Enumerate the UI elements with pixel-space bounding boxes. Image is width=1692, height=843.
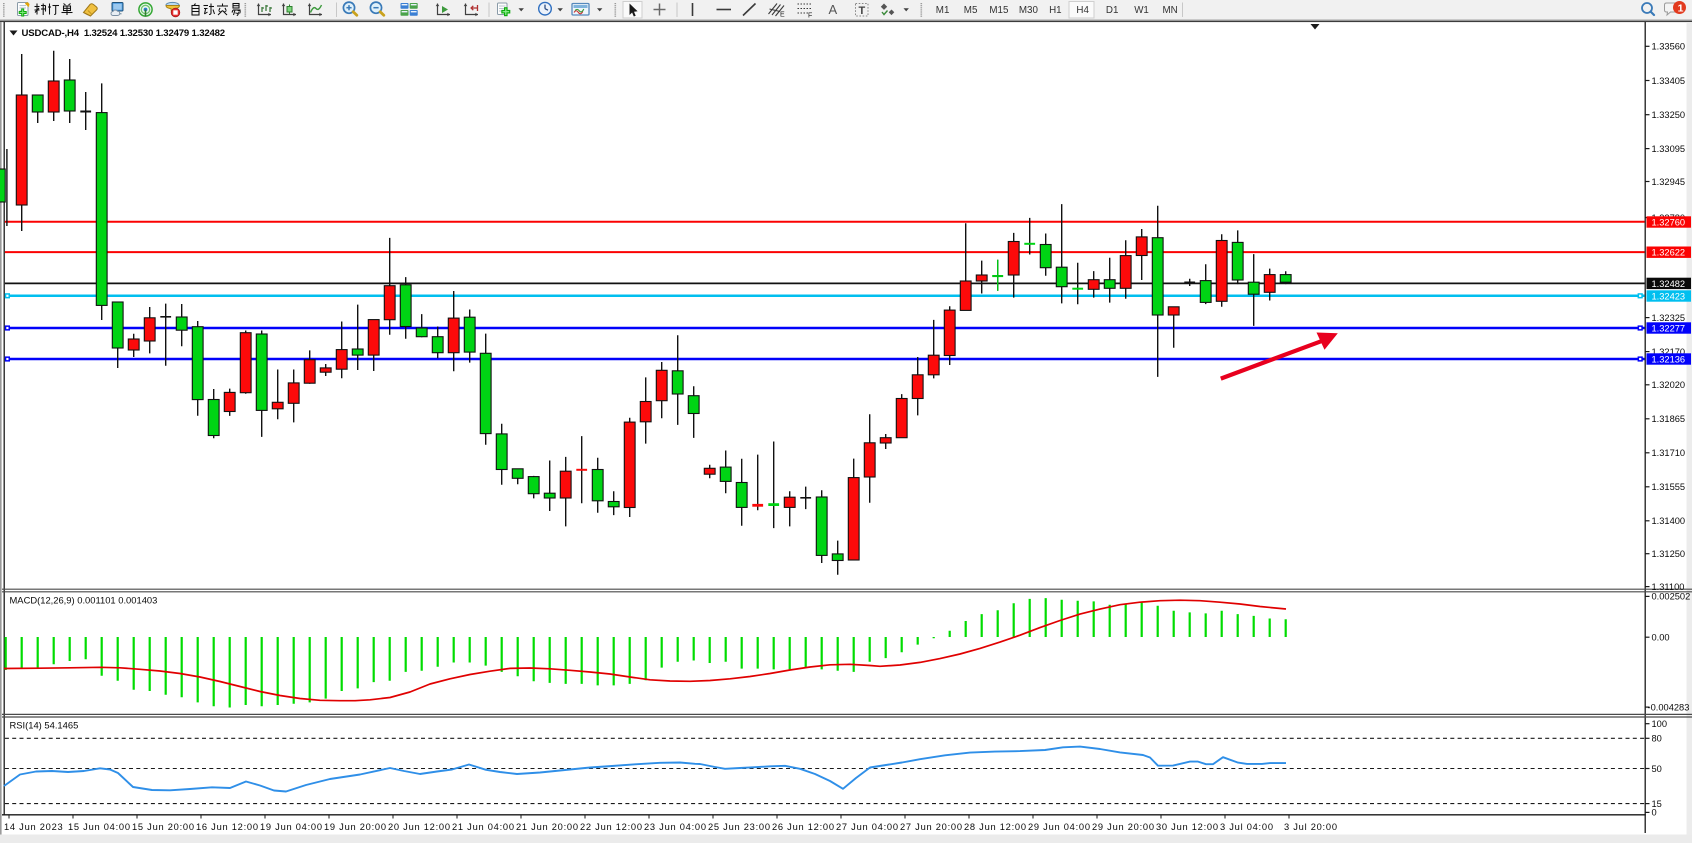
svg-text:1.32945: 1.32945 (1652, 177, 1686, 187)
svg-text:M30: M30 (1019, 5, 1039, 16)
svg-text:22 Jun 12:00: 22 Jun 12:00 (580, 822, 643, 832)
svg-text:USDCAD-,H4 1.32524 1.32530 1.: USDCAD-,H4 1.32524 1.32530 1.32479 1.324… (22, 28, 225, 39)
svg-text:A: A (829, 2, 838, 17)
svg-text:19 Jun 04:00: 19 Jun 04:00 (260, 822, 323, 832)
svg-text:1: 1 (1678, 2, 1684, 14)
svg-text:1.31400: 1.31400 (1652, 516, 1686, 526)
svg-text:26 Jun 12:00: 26 Jun 12:00 (772, 822, 835, 832)
svg-text:1.31555: 1.31555 (1652, 482, 1686, 492)
svg-text:0.00: 0.00 (1652, 633, 1670, 643)
svg-text:15 Jun 20:00: 15 Jun 20:00 (132, 822, 195, 832)
svg-text:MACD(12,26,9) 0.001101 0.00140: MACD(12,26,9) 0.001101 0.001403 (10, 595, 158, 606)
svg-text:1.31710: 1.31710 (1652, 448, 1686, 458)
svg-text:21 Jun 20:00: 21 Jun 20:00 (516, 822, 579, 832)
svg-text:0: 0 (1652, 808, 1657, 818)
svg-text:1.32482: 1.32482 (1652, 279, 1686, 289)
svg-text:1.33250: 1.33250 (1652, 110, 1686, 120)
svg-text:23 Jun 04:00: 23 Jun 04:00 (644, 822, 707, 832)
svg-text:M5: M5 (964, 5, 978, 16)
svg-text:1.33560: 1.33560 (1652, 42, 1686, 52)
svg-text:F: F (808, 13, 812, 20)
svg-text:E: E (780, 12, 785, 19)
svg-text:RSI(14) 54.1465: RSI(14) 54.1465 (10, 720, 79, 731)
svg-text:1.32760: 1.32760 (1652, 217, 1686, 227)
svg-text:1.32170: 1.32170 (1652, 347, 1686, 357)
svg-text:27 Jun 04:00: 27 Jun 04:00 (836, 822, 899, 832)
svg-text:0.002502: 0.002502 (1652, 592, 1691, 602)
svg-text:50: 50 (1652, 764, 1662, 774)
svg-text:1.33095: 1.33095 (1652, 144, 1686, 154)
svg-text:80: 80 (1652, 734, 1662, 744)
svg-text:T: T (859, 5, 866, 17)
svg-text:MN: MN (1163, 5, 1178, 16)
svg-text:27 Jun 20:00: 27 Jun 20:00 (900, 822, 963, 832)
svg-text:100: 100 (1652, 719, 1668, 729)
svg-text:D1: D1 (1106, 5, 1119, 16)
svg-text:1.31250: 1.31250 (1652, 549, 1686, 559)
svg-text:29 Jun 20:00: 29 Jun 20:00 (1092, 822, 1155, 832)
svg-text:20 Jun 12:00: 20 Jun 12:00 (388, 822, 451, 832)
svg-text:1.31100: 1.31100 (1652, 582, 1685, 592)
svg-text:1.32277: 1.32277 (1652, 323, 1686, 333)
svg-text:25 Jun 23:00: 25 Jun 23:00 (708, 822, 771, 832)
svg-text:21 Jun 04:00: 21 Jun 04:00 (452, 822, 515, 832)
svg-text:15: 15 (1652, 799, 1662, 809)
svg-text:M1: M1 (936, 5, 950, 16)
svg-text:H4: H4 (1076, 5, 1089, 16)
svg-text:M15: M15 (989, 5, 1009, 16)
svg-text:1.32020: 1.32020 (1652, 380, 1686, 390)
svg-text:28 Jun 12:00: 28 Jun 12:00 (964, 822, 1027, 832)
svg-text:H1: H1 (1049, 5, 1062, 16)
svg-text:19 Jun 20:00: 19 Jun 20:00 (324, 822, 387, 832)
svg-text:1.32325: 1.32325 (1652, 313, 1686, 323)
svg-text:30 Jun 12:00: 30 Jun 12:00 (1156, 822, 1219, 832)
svg-text:W1: W1 (1134, 5, 1149, 16)
svg-text:1.32136: 1.32136 (1652, 354, 1686, 364)
svg-text:-0.004283: -0.004283 (1648, 702, 1690, 712)
svg-text:3 Jul 20:00: 3 Jul 20:00 (1284, 822, 1338, 832)
svg-text:29 Jun 04:00: 29 Jun 04:00 (1028, 822, 1091, 832)
svg-text:14 Jun 2023: 14 Jun 2023 (4, 822, 63, 832)
svg-text:1.32423: 1.32423 (1652, 291, 1686, 301)
svg-text:3 Jul 04:00: 3 Jul 04:00 (1220, 822, 1274, 832)
svg-text:1.31865: 1.31865 (1652, 414, 1686, 424)
svg-text:15 Jun 04:00: 15 Jun 04:00 (68, 822, 131, 832)
svg-text:1.32622: 1.32622 (1652, 248, 1686, 258)
svg-text:16 Jun 12:00: 16 Jun 12:00 (196, 822, 259, 832)
svg-text:1.33405: 1.33405 (1652, 76, 1686, 86)
